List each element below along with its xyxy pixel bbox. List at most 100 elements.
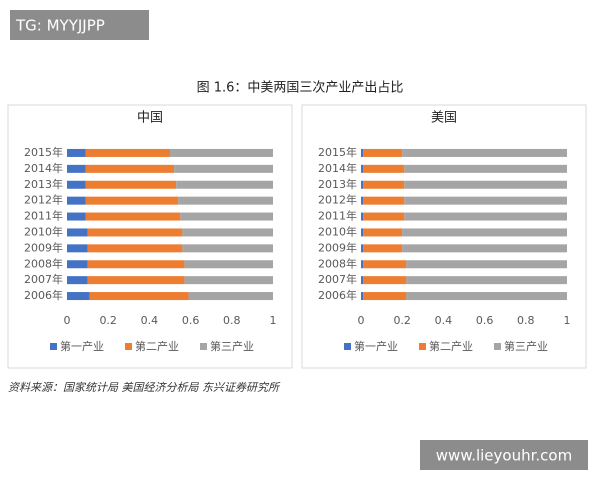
bar-segment [188, 292, 273, 301]
x-tick-label: 0.2 [393, 314, 411, 327]
y-tick-label: 2013年 [318, 177, 357, 191]
bar-segment [361, 292, 364, 301]
bar-segment [363, 148, 403, 157]
bar-segment [174, 164, 273, 173]
y-tick-label: 2011年 [24, 209, 63, 223]
bar-segment [85, 148, 170, 157]
y-tick-label: 2010年 [318, 224, 357, 238]
watermark: TG: MYYJJPP [15, 17, 105, 35]
legend-label: 第二产业 [135, 339, 179, 353]
bar-segment [363, 164, 405, 173]
x-tick-label: 1 [564, 314, 571, 327]
bar-segment [361, 212, 364, 221]
legend-label: 第三产业 [210, 339, 254, 353]
y-tick-label: 2007年 [318, 272, 357, 286]
bar-segment [85, 212, 181, 221]
panel [301, 104, 587, 369]
bar-segment [67, 180, 86, 189]
y-tick-label: 2008年 [24, 256, 63, 270]
y-tick-label: 2006年 [318, 288, 357, 302]
y-tick-label: 2014年 [318, 161, 357, 175]
bar-segment [170, 148, 273, 157]
legend-label: 第二产业 [429, 339, 473, 353]
y-tick-label: 2015年 [318, 145, 357, 159]
bar-segment [184, 276, 273, 285]
bar-segment [363, 228, 403, 237]
legend-swatch [494, 343, 501, 350]
bar-segment [361, 164, 364, 173]
bar-segment [361, 276, 364, 285]
bar-segment [363, 244, 403, 253]
chart-title: 中国 [137, 111, 163, 126]
bar-segment [180, 212, 273, 221]
figure-title: 图 1.6：中美两国三次产业产出占比 [197, 80, 404, 96]
legend-swatch [419, 343, 426, 350]
bar-segment [67, 276, 88, 285]
bar-segment [363, 180, 405, 189]
bar-segment [404, 180, 567, 189]
y-tick-label: 2015年 [24, 145, 63, 159]
bar-segment [67, 196, 86, 205]
watermark-box [10, 10, 149, 40]
bar-segment [404, 164, 567, 173]
bar-segment [363, 292, 407, 301]
y-tick-label: 2007年 [24, 272, 63, 286]
x-tick-label: 0.8 [223, 314, 241, 327]
bar-segment [67, 260, 88, 269]
bar-segment [184, 260, 273, 269]
bar-segment [67, 292, 90, 301]
bar-segment [361, 244, 364, 253]
x-tick-label: 0.4 [435, 314, 453, 327]
x-tick-label: 0.6 [182, 314, 200, 327]
bar-segment [404, 196, 567, 205]
bar-segment [363, 276, 407, 285]
y-tick-label: 2008年 [318, 256, 357, 270]
bar-segment [67, 164, 86, 173]
x-tick-label: 1 [270, 314, 277, 327]
x-tick-label: 0.6 [476, 314, 494, 327]
bar-segment [67, 228, 88, 237]
bar-segment [87, 260, 185, 269]
legend-swatch [50, 343, 57, 350]
bar-segment [361, 180, 364, 189]
y-tick-label: 2009年 [24, 240, 63, 254]
y-tick-label: 2014年 [24, 161, 63, 175]
legend-swatch [344, 343, 351, 350]
legend-label: 第一产业 [354, 339, 398, 353]
y-tick-label: 2010年 [24, 224, 63, 238]
bar-segment [402, 228, 567, 237]
bar-segment [67, 148, 86, 157]
bar-segment [363, 260, 407, 269]
bar-segment [85, 180, 177, 189]
x-tick-label: 0 [64, 314, 71, 327]
bar-segment [85, 196, 179, 205]
bar-segment [361, 196, 364, 205]
bar-segment [67, 244, 88, 253]
bar-segment [89, 292, 189, 301]
bar-segment [361, 228, 364, 237]
bar-segment [402, 148, 567, 157]
x-tick-label: 0.4 [141, 314, 159, 327]
watermark-box [420, 440, 588, 470]
bar-segment [406, 276, 567, 285]
bar-segment [87, 228, 183, 237]
bar-segment [406, 260, 567, 269]
bar-segment [178, 196, 273, 205]
bar-segment [67, 212, 86, 221]
source: 资料来源：国家统计局 美国经济分析局 东兴证券研究所 [8, 381, 281, 394]
bar-segment [361, 260, 364, 269]
bar-segment [85, 164, 175, 173]
legend-label: 第三产业 [504, 339, 548, 353]
legend-label: 第一产业 [60, 339, 104, 353]
bar-segment [87, 276, 185, 285]
y-tick-label: 2011年 [318, 209, 357, 223]
bar-segment [87, 244, 183, 253]
y-tick-label: 2012年 [318, 193, 357, 207]
y-tick-label: 2009年 [318, 240, 357, 254]
panel [7, 104, 293, 369]
bar-segment [363, 196, 405, 205]
legend-swatch [200, 343, 207, 350]
bar-segment [176, 180, 273, 189]
watermark: www.lieyouhr.com [436, 447, 572, 465]
